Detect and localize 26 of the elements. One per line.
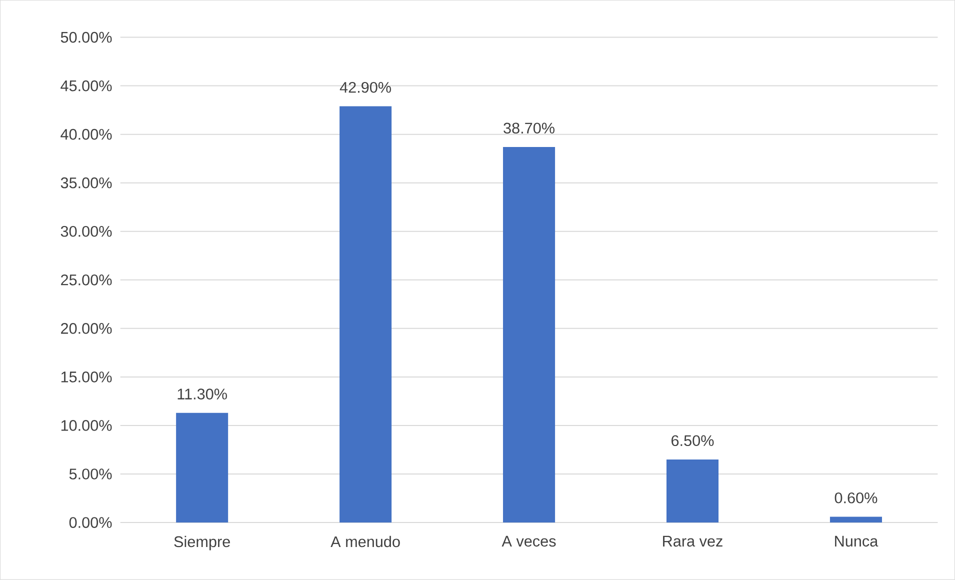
- y-tick-label: 15.00%: [61, 372, 112, 382]
- y-tick-label: 30.00%: [60, 226, 112, 237]
- data-label: 42.90%: [340, 82, 392, 93]
- x-tick-label: Rara vez: [663, 536, 722, 547]
- bar: [830, 516, 882, 523]
- x-tick-label: A veces: [502, 536, 556, 547]
- data-label: 38.70%: [504, 122, 554, 134]
- y-tick-label: 25.00%: [61, 274, 112, 286]
- y-tick-label: 50.00%: [60, 32, 112, 43]
- y-tick-label: 0.00%: [69, 517, 112, 528]
- bar: [340, 106, 392, 523]
- bar: [666, 460, 719, 523]
- x-tick-label: A menudo: [330, 536, 400, 548]
- y-tick-label: 45.00%: [60, 80, 112, 92]
- x-tick-label: Siempre: [174, 536, 230, 550]
- y-tick-label: 40.00%: [60, 128, 112, 140]
- y-tick-label: 35.00%: [60, 178, 112, 188]
- y-tick-label: 10.00%: [61, 420, 112, 431]
- bar: [176, 412, 228, 523]
- data-label: 6.50%: [672, 435, 714, 446]
- y-tick-label: 20.00%: [61, 323, 112, 334]
- data-label: 11.30%: [178, 388, 227, 400]
- data-label: 0.60%: [834, 492, 878, 504]
- x-tick-label: Nunca: [835, 536, 878, 547]
- y-tick-label: 5.00%: [69, 468, 112, 480]
- bar: [503, 147, 556, 523]
